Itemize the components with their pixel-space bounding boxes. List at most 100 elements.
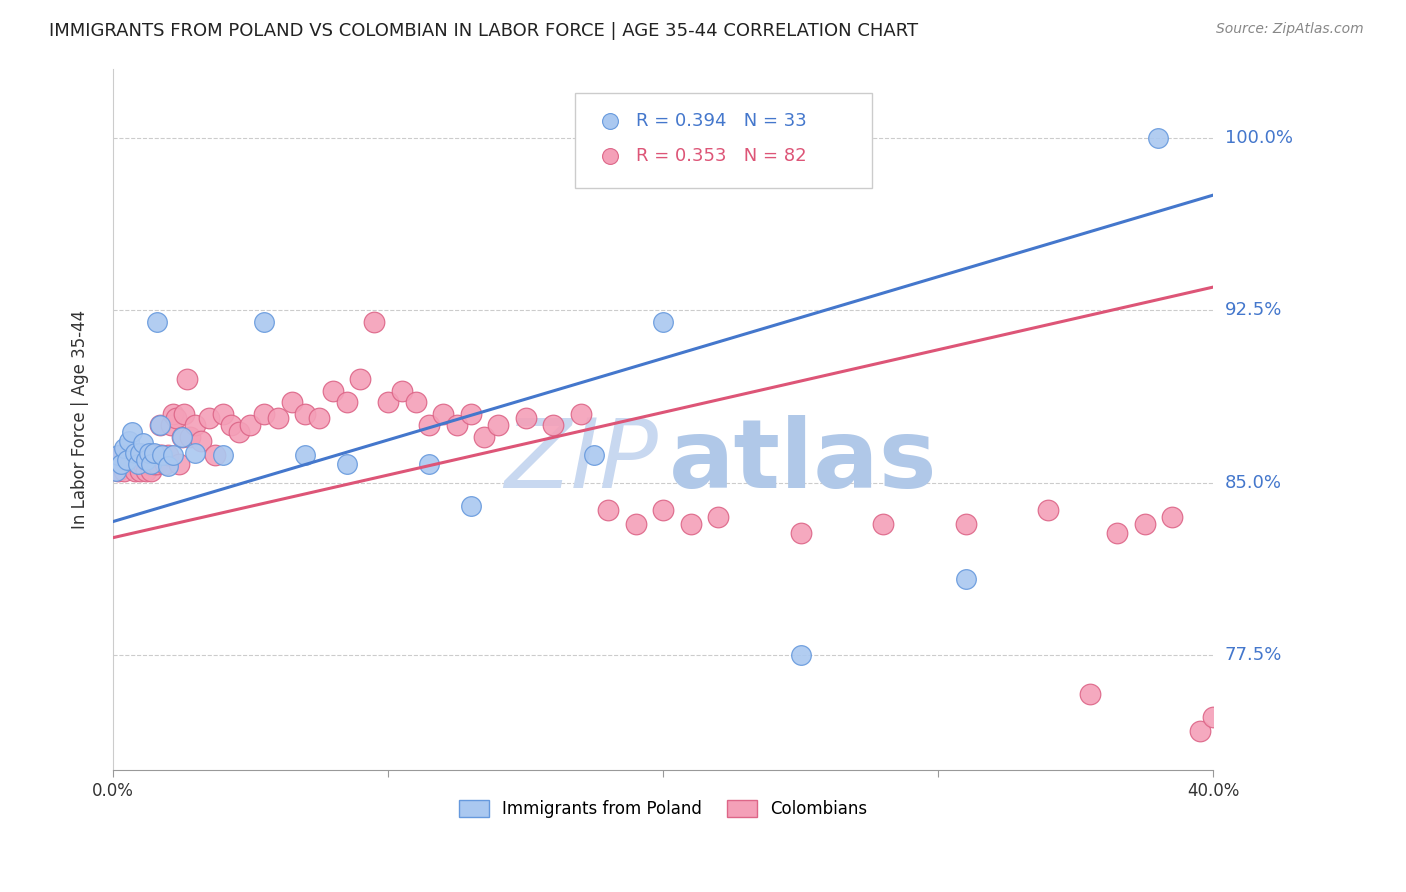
Point — [115, 457, 138, 471]
Point — [515, 411, 537, 425]
Point — [184, 417, 207, 432]
Point — [132, 448, 155, 462]
Y-axis label: In Labor Force | Age 35-44: In Labor Force | Age 35-44 — [72, 310, 89, 529]
Point — [541, 417, 564, 432]
Point — [110, 448, 132, 462]
Point — [446, 417, 468, 432]
Point — [239, 417, 262, 432]
Point — [212, 407, 235, 421]
Point — [173, 407, 195, 421]
Point — [162, 407, 184, 421]
Point — [143, 448, 166, 462]
Point — [162, 448, 184, 462]
Point — [955, 572, 977, 586]
Point — [149, 417, 172, 432]
Point — [165, 411, 187, 425]
Point — [679, 516, 702, 531]
Point — [132, 436, 155, 450]
Point — [472, 429, 495, 443]
Text: ZIP: ZIP — [503, 415, 658, 508]
Point — [1346, 303, 1368, 318]
Point — [405, 395, 427, 409]
Text: 77.5%: 77.5% — [1225, 646, 1282, 664]
Point — [624, 516, 647, 531]
Point — [652, 314, 675, 328]
Point — [280, 395, 302, 409]
Point — [363, 314, 385, 328]
FancyBboxPatch shape — [575, 93, 872, 188]
Point — [127, 457, 149, 471]
Point — [204, 448, 226, 462]
Point — [267, 411, 290, 425]
Point — [955, 516, 977, 531]
Point — [707, 510, 730, 524]
Point — [141, 464, 163, 478]
Point — [486, 417, 509, 432]
Point — [146, 448, 169, 462]
Point — [141, 448, 163, 462]
Point — [1161, 510, 1184, 524]
Point — [118, 434, 141, 449]
Point — [115, 452, 138, 467]
Point — [149, 417, 172, 432]
Point — [129, 457, 152, 471]
Text: IMMIGRANTS FROM POLAND VS COLOMBIAN IN LABOR FORCE | AGE 35-44 CORRELATION CHART: IMMIGRANTS FROM POLAND VS COLOMBIAN IN L… — [49, 22, 918, 40]
Point — [1133, 516, 1156, 531]
Point — [228, 425, 250, 439]
Point — [110, 457, 132, 471]
Point — [167, 457, 190, 471]
Point — [129, 464, 152, 478]
Point — [124, 445, 146, 459]
Point — [135, 464, 157, 478]
Point — [150, 448, 173, 462]
Point — [418, 457, 440, 471]
Point — [107, 464, 129, 478]
Point — [432, 407, 454, 421]
Point — [1202, 710, 1225, 724]
Point — [652, 503, 675, 517]
Point — [219, 417, 242, 432]
Point — [127, 448, 149, 462]
Point — [121, 457, 143, 471]
Point — [138, 445, 160, 459]
Point — [184, 445, 207, 459]
Point — [112, 441, 135, 455]
Point — [135, 448, 157, 462]
Point — [146, 457, 169, 471]
Point — [1038, 503, 1060, 517]
Point — [124, 464, 146, 478]
Point — [308, 411, 330, 425]
Point — [170, 429, 193, 443]
Text: Source: ZipAtlas.com: Source: ZipAtlas.com — [1216, 22, 1364, 37]
Text: 92.5%: 92.5% — [1225, 301, 1282, 319]
Text: 85.0%: 85.0% — [1225, 474, 1282, 491]
Point — [143, 457, 166, 471]
Point — [253, 407, 276, 421]
Point — [149, 448, 172, 462]
Point — [138, 457, 160, 471]
Point — [294, 448, 316, 462]
Point — [336, 457, 359, 471]
Point — [176, 372, 198, 386]
Point — [790, 648, 813, 662]
Point — [460, 499, 482, 513]
Point — [377, 395, 399, 409]
Point — [143, 445, 166, 459]
Point — [153, 457, 176, 471]
Point — [170, 429, 193, 443]
Point — [127, 457, 149, 471]
Point — [1147, 130, 1170, 145]
Point — [156, 459, 179, 474]
Point — [107, 448, 129, 462]
Point — [179, 429, 201, 443]
Point — [124, 452, 146, 467]
Text: atlas: atlas — [669, 415, 938, 508]
Point — [336, 395, 359, 409]
Point — [190, 434, 212, 449]
Point — [1107, 526, 1129, 541]
Point — [322, 384, 344, 398]
Point — [121, 425, 143, 439]
Point — [141, 457, 163, 471]
Point — [150, 448, 173, 462]
Point — [569, 407, 592, 421]
